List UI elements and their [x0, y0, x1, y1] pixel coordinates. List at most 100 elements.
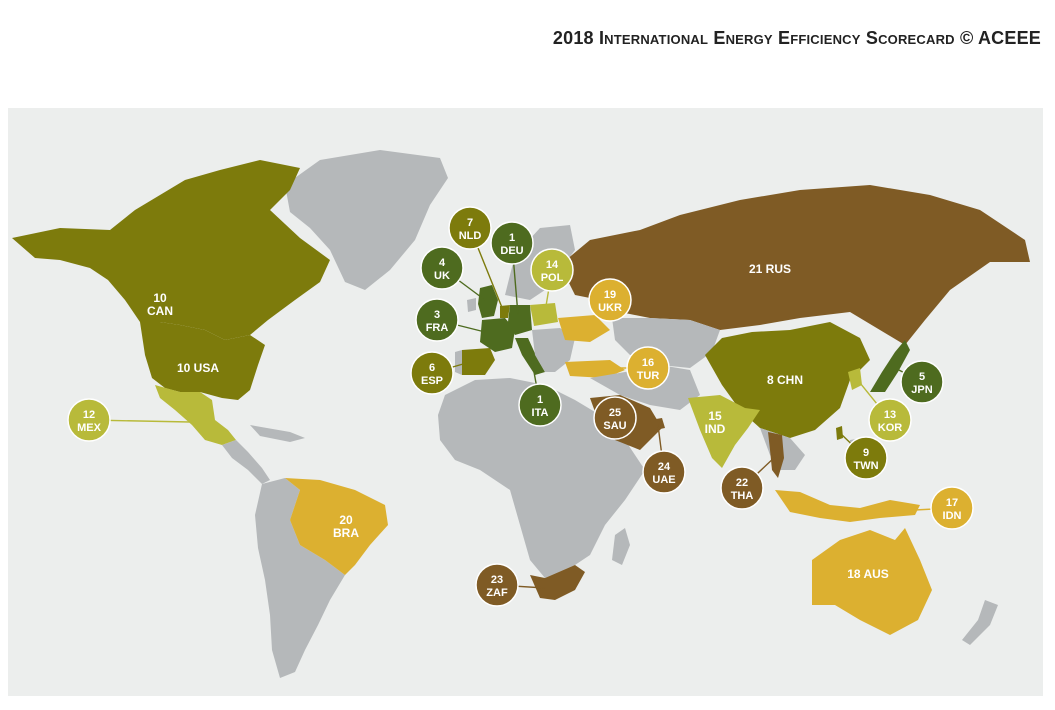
ind-code-label: IND	[705, 422, 726, 436]
idn-rank: 17	[946, 497, 958, 509]
deu-rank: 1	[509, 232, 515, 244]
chn-label: 8 CHN	[767, 373, 803, 387]
can-rank-label: 10	[153, 291, 167, 305]
title-copyright: © ACEEE	[959, 28, 1041, 48]
uae-shape	[650, 418, 665, 430]
ita-rank: 1	[537, 394, 543, 406]
uae-rank: 24	[658, 461, 671, 473]
uk-rank: 4	[439, 257, 446, 269]
tha-code: THA	[731, 490, 754, 502]
uk-shape	[478, 285, 498, 318]
tur-rank: 16	[642, 357, 654, 369]
tha-rank: 22	[736, 477, 748, 489]
kor-code: KOR	[878, 422, 903, 434]
ind-rank-label: 15	[708, 409, 722, 423]
ita-badge-circle	[518, 383, 562, 427]
twn-code: TWN	[853, 460, 878, 472]
caribbean-shape	[250, 425, 305, 442]
central-europe-shape	[532, 328, 575, 372]
kor-badge-circle	[868, 398, 912, 442]
central-america-shape	[222, 440, 270, 484]
title-words: International Energy Efficiency Scorecar…	[598, 28, 955, 48]
rus-label: 21 RUS	[749, 262, 791, 276]
ukr-badge-circle	[588, 278, 632, 322]
madagascar-shape	[612, 528, 630, 565]
map-title: 2018 International Energy Efficiency Sco…	[553, 28, 1041, 49]
nld-rank: 7	[467, 217, 473, 229]
mexico-shape	[155, 385, 236, 445]
bra-code-label: BRA	[333, 526, 359, 540]
new-zealand-shape	[962, 600, 998, 645]
brazil-shape	[285, 478, 388, 575]
tur-badge-circle	[626, 346, 670, 390]
tha-badge-circle	[720, 466, 764, 510]
esp-badge-circle	[410, 351, 454, 395]
zaf-badge-circle	[475, 563, 519, 607]
zaf-rank: 23	[491, 574, 503, 586]
idn-badge-circle	[930, 486, 974, 530]
poland-shape	[530, 303, 558, 326]
ukr-code: UKR	[598, 302, 622, 314]
south-america-shape	[255, 478, 345, 678]
ireland-shape	[467, 298, 476, 312]
south-africa-shape	[530, 565, 585, 600]
indonesia-shape	[775, 490, 920, 522]
pol-code: POL	[541, 272, 564, 284]
aus-label: 18 AUS	[847, 567, 889, 581]
ukraine-shape	[558, 315, 610, 342]
sau-rank: 25	[609, 407, 621, 419]
taiwan-shape	[836, 426, 843, 440]
twn-badge-circle	[844, 436, 888, 480]
australia-shape	[812, 528, 932, 635]
ita-code: ITA	[532, 407, 549, 419]
ukr-rank: 19	[604, 289, 616, 301]
jpn-rank: 5	[919, 371, 925, 383]
sau-badge-circle	[593, 396, 637, 440]
tur-code: TUR	[637, 370, 660, 382]
kor-rank: 13	[884, 409, 896, 421]
russia-shape	[560, 185, 1030, 345]
korea-shape	[848, 368, 862, 390]
japan-shape	[870, 340, 910, 392]
uae-badge-circle	[642, 450, 686, 494]
turkey-shape	[565, 360, 625, 378]
uk-badge-circle	[420, 246, 464, 290]
fra-badge-circle	[415, 298, 459, 342]
esp-rank: 6	[429, 362, 435, 374]
greenland-shape	[285, 150, 448, 290]
world-map: 8 CHN 10 CAN 10 USA 15 IND 18 AUS 20 BRA 21 RUS 1…	[8, 108, 1043, 696]
usa-label: 10 USA	[177, 361, 219, 375]
idn-code: IDN	[943, 510, 962, 522]
title-year: 2018	[552, 28, 594, 48]
nld-code: NLD	[459, 230, 482, 242]
france-shape	[480, 318, 515, 352]
pol-badge-circle	[530, 248, 574, 292]
can-code-label: CAN	[147, 304, 173, 318]
canada-shape	[12, 160, 330, 340]
twn-rank: 9	[863, 447, 869, 459]
mex-badge-circle	[67, 398, 111, 442]
fra-code: FRA	[426, 322, 449, 334]
pol-rank: 14	[546, 259, 559, 271]
india-shape	[688, 395, 760, 468]
zaf-code: ZAF	[486, 587, 508, 599]
deu-code: DEU	[500, 245, 523, 257]
mex-code: MEX	[77, 422, 102, 434]
fra-rank: 3	[434, 309, 440, 321]
bra-rank-label: 20	[339, 513, 353, 527]
